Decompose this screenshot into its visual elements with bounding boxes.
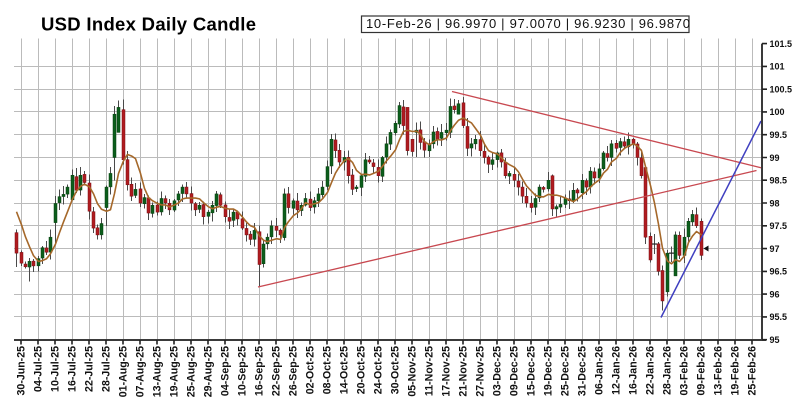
svg-text:98: 98 bbox=[770, 198, 780, 208]
svg-text:24-Oct-25: 24-Oct-25 bbox=[373, 346, 385, 394]
svg-text:96: 96 bbox=[770, 289, 780, 299]
svg-text:22-Jul-25: 22-Jul-25 bbox=[84, 346, 96, 392]
svg-text:20-Oct-25: 20-Oct-25 bbox=[356, 346, 368, 394]
svg-text:28-Jan-26: 28-Jan-26 bbox=[662, 346, 674, 395]
svg-text:22-Sep-25: 22-Sep-25 bbox=[271, 346, 283, 396]
svg-text:25-Aug-25: 25-Aug-25 bbox=[186, 346, 198, 397]
svg-text:97.5: 97.5 bbox=[770, 221, 788, 231]
svg-text:97: 97 bbox=[770, 244, 780, 254]
svg-text:15-Dec-25: 15-Dec-25 bbox=[526, 346, 538, 396]
svg-text:95.5: 95.5 bbox=[770, 312, 788, 322]
svg-text:30-Oct-25: 30-Oct-25 bbox=[390, 346, 402, 394]
svg-text:13-Feb-26: 13-Feb-26 bbox=[713, 346, 725, 396]
svg-text:100: 100 bbox=[770, 107, 785, 117]
svg-text:06-Jan-26: 06-Jan-26 bbox=[594, 346, 606, 395]
svg-text:02-Oct-25: 02-Oct-25 bbox=[305, 346, 317, 394]
svg-text:96.5: 96.5 bbox=[770, 267, 788, 277]
svg-text:17-Nov-25: 17-Nov-25 bbox=[441, 346, 453, 397]
svg-text:05-Nov-25: 05-Nov-25 bbox=[407, 346, 419, 397]
svg-text:04-Jul-25: 04-Jul-25 bbox=[33, 346, 45, 392]
svg-text:25-Dec-25: 25-Dec-25 bbox=[560, 346, 572, 396]
svg-text:28-Jul-25: 28-Jul-25 bbox=[101, 346, 113, 392]
svg-text:03-Feb-26: 03-Feb-26 bbox=[679, 346, 691, 396]
svg-text:10-Jul-25: 10-Jul-25 bbox=[50, 346, 62, 392]
svg-text:99: 99 bbox=[770, 153, 780, 163]
svg-text:03-Dec-25: 03-Dec-25 bbox=[492, 346, 504, 396]
svg-text:25-Feb-26: 25-Feb-26 bbox=[747, 346, 759, 396]
svg-text:31-Dec-25: 31-Dec-25 bbox=[577, 346, 589, 396]
svg-text:95: 95 bbox=[770, 335, 780, 345]
svg-text:08-Oct-25: 08-Oct-25 bbox=[322, 346, 334, 394]
svg-text:16-Sep-25: 16-Sep-25 bbox=[254, 346, 266, 396]
svg-text:09-Feb-26: 09-Feb-26 bbox=[696, 346, 708, 396]
svg-text:21-Nov-25: 21-Nov-25 bbox=[458, 346, 470, 397]
svg-text:101.5: 101.5 bbox=[770, 39, 793, 49]
svg-text:100.5: 100.5 bbox=[770, 85, 793, 95]
svg-text:11-Nov-25: 11-Nov-25 bbox=[424, 346, 436, 396]
svg-text:26-Sep-25: 26-Sep-25 bbox=[288, 346, 300, 396]
svg-text:13-Aug-25: 13-Aug-25 bbox=[152, 346, 164, 397]
svg-text:14-Oct-25: 14-Oct-25 bbox=[339, 346, 351, 394]
svg-text:12-Jan-26: 12-Jan-26 bbox=[611, 346, 623, 395]
svg-text:101: 101 bbox=[770, 62, 785, 72]
svg-text:19-Feb-26: 19-Feb-26 bbox=[730, 346, 742, 396]
svg-text:10-Sep-25: 10-Sep-25 bbox=[237, 346, 249, 396]
svg-text:09-Dec-25: 09-Dec-25 bbox=[509, 346, 521, 396]
svg-text:27-Nov-25: 27-Nov-25 bbox=[475, 346, 487, 397]
svg-text:16-Jul-25: 16-Jul-25 bbox=[67, 346, 79, 392]
svg-text:29-Aug-25: 29-Aug-25 bbox=[203, 346, 215, 397]
svg-text:16-Jan-26: 16-Jan-26 bbox=[628, 346, 640, 395]
svg-text:USD Index Daily Candle: USD Index Daily Candle bbox=[41, 14, 256, 35]
svg-text:07-Aug-25: 07-Aug-25 bbox=[135, 346, 147, 397]
svg-text:22-Jan-26: 22-Jan-26 bbox=[645, 346, 657, 395]
svg-text:01-Aug-25: 01-Aug-25 bbox=[118, 346, 130, 397]
svg-text:19-Aug-25: 19-Aug-25 bbox=[169, 346, 181, 397]
svg-text:30-Jun-25: 30-Jun-25 bbox=[16, 346, 28, 396]
svg-text:04-Sep-25: 04-Sep-25 bbox=[220, 346, 232, 396]
svg-text:99.5: 99.5 bbox=[770, 130, 788, 140]
svg-text:19-Dec-25: 19-Dec-25 bbox=[543, 346, 555, 396]
svg-text:10-Feb-26 | 96.9970 | 97.0070: 10-Feb-26 | 96.9970 | 97.0070 | 96.9230 … bbox=[366, 16, 691, 31]
svg-text:98.5: 98.5 bbox=[770, 176, 788, 186]
